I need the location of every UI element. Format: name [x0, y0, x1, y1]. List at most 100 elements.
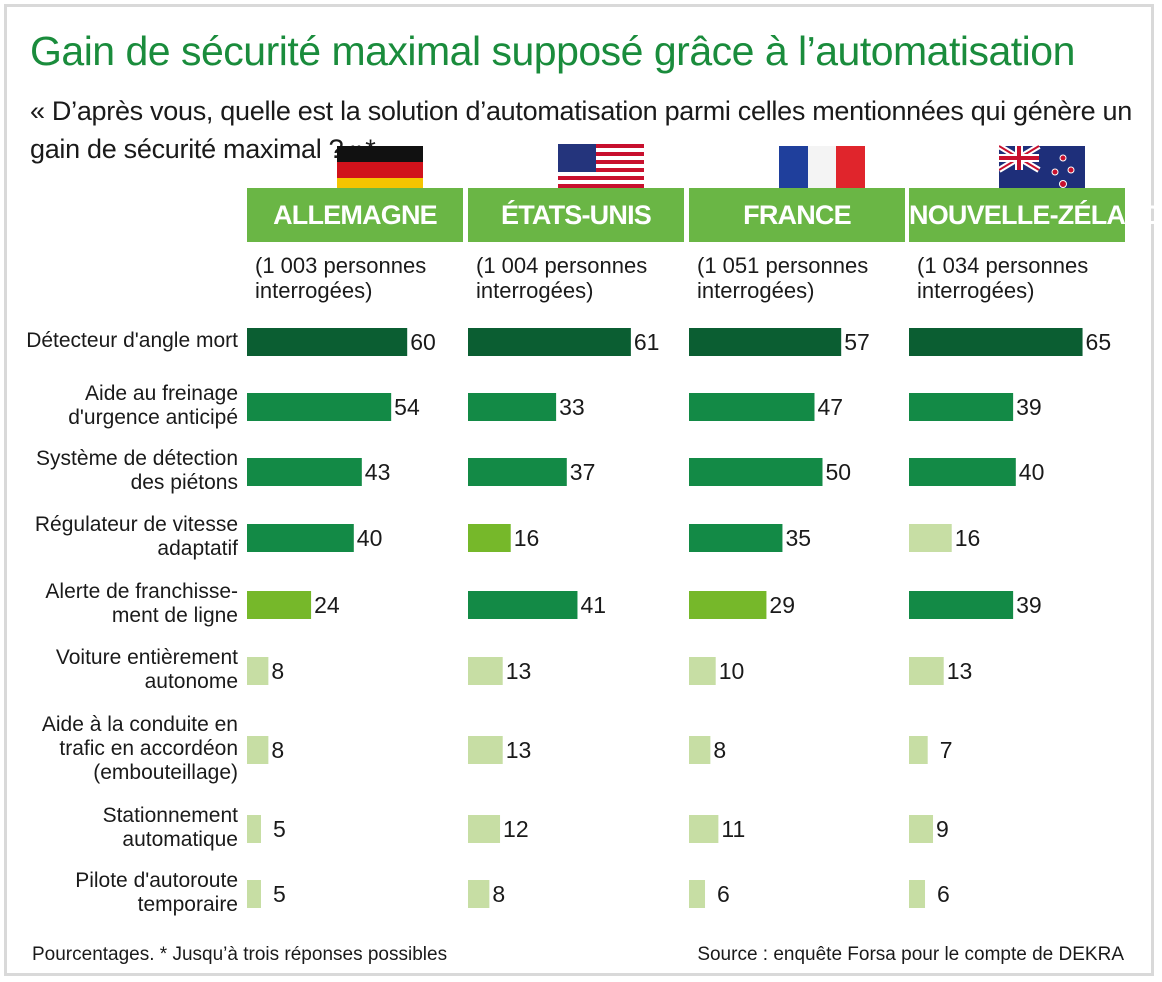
- bar-value-label: 11: [721, 816, 745, 842]
- sample-size: (1 051 personnes interrogées): [697, 253, 869, 303]
- flag-france: [779, 142, 865, 198]
- category-label-line: adaptatif: [157, 537, 238, 560]
- bar: [247, 524, 354, 552]
- bar: [909, 657, 944, 685]
- bar-value-label: 5: [273, 881, 286, 907]
- bar-value-label: 16: [514, 525, 540, 551]
- bar: [247, 657, 269, 685]
- category-label-line: Détecteur d'angle mort: [26, 329, 238, 352]
- category-label: Aide à la conduite en trafic en accordéon…: [10, 713, 238, 785]
- category-label: Détecteur d'angle mort: [10, 329, 238, 353]
- country-name: FRANCE: [689, 188, 905, 242]
- bar-value-label: 39: [1016, 592, 1042, 618]
- bar: [468, 880, 490, 908]
- bar-value-label: 65: [1086, 329, 1112, 355]
- category-label-line: temporaire: [137, 893, 238, 916]
- category-label-line: Régulateur de vitesse: [34, 513, 238, 536]
- bar-value-label: 37: [570, 459, 596, 485]
- bar-value-label: 6: [937, 881, 950, 907]
- chart-subtitle: « D’après vous, quelle est la solution d…: [30, 96, 1132, 164]
- bar: [909, 880, 926, 908]
- bar-value-label: 24: [314, 592, 340, 618]
- bar: [247, 880, 261, 908]
- bar: [468, 591, 578, 619]
- category-label-line: Système de détection: [36, 447, 238, 470]
- category-label-line: (embouteillage): [93, 761, 238, 784]
- flag-usa: [558, 142, 644, 198]
- bar: [909, 458, 1016, 486]
- category-label-line: trafic en accordéon: [59, 737, 238, 760]
- bar: [909, 524, 952, 552]
- bar-value-label: 6: [717, 881, 730, 907]
- category-label-line: automatique: [122, 828, 238, 851]
- bar: [689, 393, 815, 421]
- category-label-line: d'urgence anticipé: [68, 406, 238, 429]
- bar: [468, 393, 557, 421]
- bar-value-label: 5: [273, 816, 286, 842]
- bar-value-label: 47: [817, 394, 843, 420]
- bar: [689, 458, 823, 486]
- bar: [689, 736, 711, 764]
- bar-value-label: 50: [826, 459, 852, 485]
- bar: [468, 524, 511, 552]
- bar: [909, 591, 1014, 619]
- bar-value-label: 8: [271, 658, 284, 684]
- category-label-line: des piétons: [130, 471, 238, 494]
- flag-new-zealand: [997, 142, 1085, 198]
- sample-size: (1 034 personnes interrogées): [917, 253, 1089, 303]
- bar: [689, 328, 842, 356]
- category-label: Stationnement automatique: [10, 804, 238, 852]
- category-label-line: Aide à la conduite en: [41, 713, 238, 736]
- bar-value-label: 8: [271, 737, 284, 763]
- bar-value-label: 61: [634, 329, 660, 355]
- bar-value-label: 16: [955, 525, 981, 551]
- bar: [909, 393, 1014, 421]
- bar: [689, 591, 767, 619]
- bar: [247, 736, 269, 764]
- bar-value-label: 9: [936, 816, 949, 842]
- bar: [909, 736, 928, 764]
- bar-value-label: 39: [1016, 394, 1042, 420]
- bar-value-label: 8: [492, 881, 505, 907]
- category-label-line: ment de ligne: [111, 604, 238, 627]
- bar-value-label: 13: [947, 658, 973, 684]
- bar-value-label: 35: [785, 525, 811, 551]
- bar-value-label: 57: [844, 329, 870, 355]
- bar-value-label: 43: [365, 459, 391, 485]
- category-label: Aide au freinage d'urgence anticipé: [10, 382, 238, 430]
- bar: [247, 591, 312, 619]
- category-label-line: Alerte de franchisse-: [45, 580, 238, 603]
- country-name: NOUVELLE-ZÉLANDE: [909, 188, 1162, 242]
- source-note: Source : enquête Forsa pour le compte de…: [697, 944, 1124, 965]
- bar: [247, 328, 408, 356]
- bar: [909, 328, 1083, 356]
- bar-value-label: 8: [713, 737, 726, 763]
- category-label: Pilote d'autoroute temporaire: [10, 869, 238, 917]
- bar: [689, 524, 783, 552]
- bar-value-label: 60: [410, 329, 436, 355]
- bar-value-label: 54: [394, 394, 420, 420]
- category-label-line: Pilote d'autoroute: [75, 869, 238, 892]
- bar-value-label: 41: [580, 592, 606, 618]
- bar: [468, 657, 503, 685]
- bar: [468, 736, 503, 764]
- bar: [689, 657, 716, 685]
- chart-title: Gain de sécurité maximal supposé grâce à…: [30, 28, 1075, 74]
- bar: [247, 458, 362, 486]
- bar-value-label: 7: [940, 737, 953, 763]
- bar: [247, 393, 392, 421]
- category-label: Système de détection des piétons: [10, 447, 238, 495]
- category-label: Régulateur de vitesse adaptatif: [10, 513, 238, 561]
- bar: [468, 815, 501, 843]
- country-name: ALLEMAGNE: [247, 188, 463, 242]
- sample-size: (1 004 personnes interrogées): [476, 253, 648, 303]
- footnote: Pourcentages. * Jusqu’à trois réponses p…: [32, 944, 448, 965]
- bar: [247, 815, 261, 843]
- country-name: ÉTATS-UNIS: [468, 188, 684, 242]
- bar-value-label: 13: [506, 737, 532, 763]
- bar-value-label: 33: [559, 394, 585, 420]
- bar-value-label: 13: [506, 658, 532, 684]
- category-label-line: autonome: [144, 670, 238, 693]
- category-label-line: Voiture entièrement: [55, 646, 238, 669]
